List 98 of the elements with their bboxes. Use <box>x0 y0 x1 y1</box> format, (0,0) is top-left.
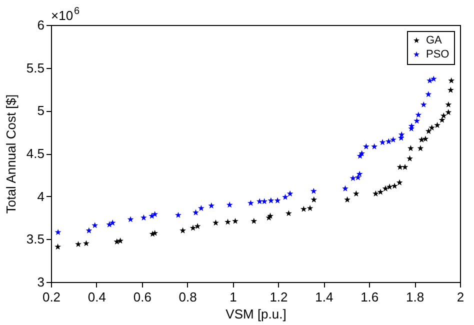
point <box>414 118 420 124</box>
point <box>344 196 350 202</box>
point <box>310 188 317 194</box>
point <box>372 190 379 196</box>
point <box>396 164 404 170</box>
point <box>152 210 158 218</box>
x-tick-label: 0.6 <box>133 290 152 304</box>
point <box>426 77 433 84</box>
point <box>379 139 386 146</box>
y-tick-label: 5 <box>37 103 44 118</box>
point <box>109 220 116 226</box>
point <box>428 124 436 131</box>
x-tick-label: 0.2 <box>42 290 61 304</box>
x-tick-label: 1.2 <box>270 290 288 304</box>
point <box>445 101 452 108</box>
point <box>371 143 378 150</box>
point <box>390 136 396 143</box>
point <box>362 143 370 150</box>
point <box>356 170 363 177</box>
point <box>430 76 437 82</box>
point <box>420 101 427 108</box>
point <box>422 136 429 142</box>
point <box>274 197 281 204</box>
y-tick-label: 6 <box>37 18 44 32</box>
point <box>190 224 196 231</box>
point <box>445 109 452 116</box>
point <box>54 244 62 250</box>
point <box>415 112 422 118</box>
point <box>408 145 414 152</box>
y-tick-label: 4.5 <box>26 146 44 161</box>
point <box>358 150 366 156</box>
x-tick-label: 0.8 <box>178 290 197 304</box>
point <box>226 202 233 208</box>
legend-label: PSO <box>426 48 450 60</box>
point <box>83 240 90 246</box>
point <box>447 86 454 93</box>
point <box>117 238 124 244</box>
point <box>208 202 215 208</box>
point <box>385 138 392 144</box>
point <box>285 210 292 216</box>
point <box>448 77 455 84</box>
point <box>175 212 182 218</box>
point <box>127 216 134 222</box>
point <box>232 218 238 224</box>
point <box>224 218 231 225</box>
point <box>54 228 62 236</box>
point <box>152 230 158 236</box>
point <box>75 240 82 248</box>
x-tick-label: 1 <box>230 290 237 304</box>
point <box>140 214 147 220</box>
point <box>425 128 432 134</box>
point <box>268 197 274 204</box>
point <box>398 131 405 138</box>
y-tick-label: 3.5 <box>26 232 44 247</box>
y-axis-title: Total Annual Cost [$] <box>3 94 18 214</box>
point <box>198 204 204 212</box>
x-tick-label: 2 <box>456 290 464 304</box>
point <box>402 164 408 170</box>
point <box>86 227 92 234</box>
x-tick-label: 1.4 <box>315 290 334 304</box>
point <box>92 222 98 228</box>
point <box>425 91 432 98</box>
point <box>386 184 393 190</box>
point <box>306 204 314 212</box>
y-tick-label: 3 <box>37 274 44 290</box>
point <box>417 145 424 152</box>
x-tick-label: 0.4 <box>88 290 106 304</box>
x-tick-label: 1.6 <box>360 290 379 304</box>
point <box>256 198 263 204</box>
point <box>408 122 415 129</box>
point <box>406 155 413 162</box>
x-tick-label: 1.8 <box>406 290 424 304</box>
point <box>282 194 288 200</box>
point <box>248 200 254 206</box>
point <box>300 206 307 212</box>
point <box>440 112 447 119</box>
point <box>342 185 348 192</box>
point <box>261 198 268 204</box>
y-tick-label: 5.5 <box>26 60 44 76</box>
y-tick-label: 4 <box>37 188 44 204</box>
point <box>396 179 403 186</box>
point <box>310 196 318 202</box>
point <box>194 222 201 230</box>
x-axis-title: VSM [p.u.] <box>226 306 286 322</box>
point <box>434 122 440 128</box>
point <box>212 220 219 226</box>
point <box>180 227 186 234</box>
point <box>250 218 258 224</box>
point <box>350 174 356 182</box>
point <box>438 116 446 123</box>
point <box>192 209 199 216</box>
point <box>382 185 389 192</box>
point <box>377 188 384 195</box>
point <box>391 182 398 189</box>
point <box>286 190 294 196</box>
point <box>418 136 425 143</box>
legend-label: GA <box>426 34 443 46</box>
point <box>352 190 360 196</box>
